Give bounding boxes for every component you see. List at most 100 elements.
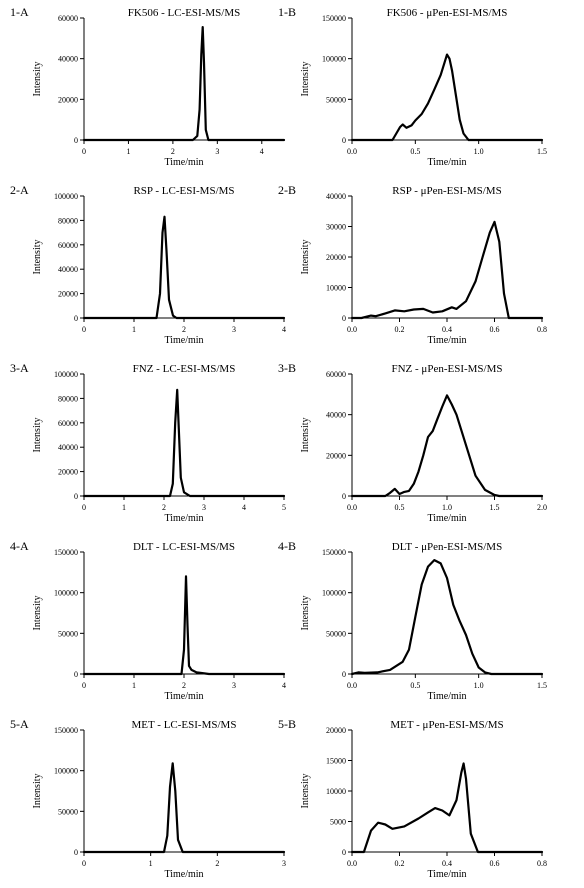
x-tick-label: 0.5 (395, 503, 405, 512)
x-tick-label: 2 (182, 325, 186, 334)
x-tick-label: 3 (232, 681, 236, 690)
series-line (350, 220, 544, 320)
panel-label: 1-B (278, 5, 296, 19)
y-axis-label: Intensity (32, 240, 43, 275)
y-tick-label: 40000 (58, 55, 78, 64)
x-tick-label: 1.5 (490, 503, 500, 512)
x-tick-label: 0 (82, 325, 86, 334)
x-tick-label: 4 (242, 503, 246, 512)
x-tick-label: 0.0 (347, 147, 357, 156)
chart-panel-2-B: 2-B RSP - μPen-ESI-MS/MS 0 10000 20000 30000 4… (278, 183, 547, 346)
y-tick-label: 60000 (58, 14, 78, 23)
chart-title: RSP - μPen-ESI-MS/MS (392, 185, 501, 197)
x-tick-label: 0.0 (347, 325, 357, 334)
y-axis-label: Intensity (32, 62, 43, 97)
chart-title: MET - μPen-ESI-MS/MS (390, 719, 503, 731)
y-tick-label: 50000 (58, 629, 78, 638)
y-tick-label: 100000 (54, 370, 78, 379)
y-tick-label: 10000 (326, 787, 346, 796)
y-tick-label: 0 (342, 314, 346, 323)
x-tick-label: 1 (126, 147, 130, 156)
panel-label: 3-B (278, 361, 296, 375)
x-tick-label: 0.8 (537, 859, 547, 868)
y-tick-label: 0 (342, 848, 346, 857)
series-line (350, 762, 544, 854)
panel-label: 3-A (10, 361, 29, 375)
y-tick-label: 30000 (326, 223, 346, 232)
x-axis-label: Time/min (427, 513, 466, 524)
chart-panel-4-B: 4-B DLT - μPen-ESI-MS/MS 0 50000 100000 15000… (278, 539, 547, 702)
y-tick-label: 50000 (326, 95, 346, 104)
y-tick-label: 150000 (54, 548, 78, 557)
chart-title: FK506 - LC-ESI-MS/MS (128, 7, 240, 19)
y-tick-label: 80000 (58, 394, 78, 403)
x-tick-label: 3 (215, 147, 219, 156)
series-line (350, 558, 544, 676)
series-line (82, 215, 286, 320)
x-tick-label: 0.4 (442, 325, 452, 334)
y-tick-label: 0 (342, 670, 346, 679)
y-axis-label: Intensity (300, 774, 311, 809)
y-tick-label: 60000 (326, 370, 346, 379)
x-axis-label: Time/min (164, 691, 203, 702)
x-tick-label: 0.2 (395, 325, 405, 334)
x-tick-label: 0 (82, 681, 86, 690)
y-tick-label: 50000 (326, 629, 346, 638)
y-tick-label: 20000 (58, 290, 78, 299)
x-axis-label: Time/min (427, 157, 466, 168)
x-tick-label: 3 (232, 325, 236, 334)
x-tick-label: 4 (282, 325, 286, 334)
chart-title: DLT - μPen-ESI-MS/MS (392, 541, 502, 553)
x-tick-label: 1 (122, 503, 126, 512)
panel-label: 4-A (10, 539, 29, 553)
panel-label: 4-B (278, 539, 296, 553)
chart-title: FK506 - μPen-ESI-MS/MS (387, 7, 508, 19)
y-tick-label: 50000 (58, 807, 78, 816)
chart-panel-2-A: 2-A RSP - LC-ESI-MS/MS 0 20000 40000 60000 800… (10, 183, 286, 346)
y-tick-label: 150000 (322, 548, 346, 557)
x-tick-label: 0.0 (347, 859, 357, 868)
y-tick-label: 150000 (322, 14, 346, 23)
x-tick-label: 0.8 (537, 325, 547, 334)
y-tick-label: 15000 (326, 757, 346, 766)
y-axis-label: Intensity (300, 596, 311, 631)
x-tick-label: 1 (132, 681, 136, 690)
y-tick-label: 0 (74, 848, 78, 857)
y-tick-label: 20000 (58, 95, 78, 104)
y-tick-label: 60000 (58, 241, 78, 250)
chart-title: RSP - LC-ESI-MS/MS (133, 185, 234, 197)
panel-label: 1-A (10, 5, 29, 19)
y-tick-label: 0 (74, 314, 78, 323)
y-tick-label: 100000 (54, 767, 78, 776)
chart-title: FNZ - μPen-ESI-MS/MS (391, 363, 502, 375)
x-tick-label: 0.0 (347, 681, 357, 690)
y-tick-label: 40000 (58, 265, 78, 274)
y-tick-label: 20000 (58, 468, 78, 477)
x-axis-label: Time/min (164, 335, 203, 346)
y-tick-label: 20000 (326, 253, 346, 262)
chart-panel-1-B: 1-B FK506 - μPen-ESI-MS/MS 0 50000 100000 150… (278, 5, 547, 168)
y-axis-label: Intensity (32, 418, 43, 453)
y-tick-label: 40000 (326, 192, 346, 201)
chart-title: MET - LC-ESI-MS/MS (132, 719, 237, 731)
x-tick-label: 0.5 (410, 681, 420, 690)
y-tick-label: 40000 (58, 443, 78, 452)
panel-label: 2-B (278, 183, 296, 197)
x-tick-label: 0.0 (347, 503, 357, 512)
y-tick-label: 0 (342, 492, 346, 501)
x-tick-label: 0.6 (490, 325, 500, 334)
x-axis-label: Time/min (164, 157, 203, 168)
x-tick-label: 1.0 (474, 681, 484, 690)
chart-panel-5-A: 5-A MET - LC-ESI-MS/MS 0 50000 100000 150000 0… (10, 717, 286, 880)
x-tick-label: 2 (182, 681, 186, 690)
x-tick-label: 3 (202, 503, 206, 512)
x-tick-label: 0 (82, 147, 86, 156)
chart-panel-1-A: 1-A FK506 - LC-ESI-MS/MS 0 20000 40000 60000 0… (10, 5, 286, 168)
y-axis-label: Intensity (32, 774, 43, 809)
chart-panel-5-B: 5-B MET - μPen-ESI-MS/MS 0 5000 10000 15000 20… (278, 717, 547, 880)
x-tick-label: 0.5 (410, 147, 420, 156)
x-tick-label: 0 (82, 859, 86, 868)
x-tick-label: 3 (282, 859, 286, 868)
x-tick-label: 0.4 (442, 859, 452, 868)
y-tick-label: 100000 (322, 589, 346, 598)
